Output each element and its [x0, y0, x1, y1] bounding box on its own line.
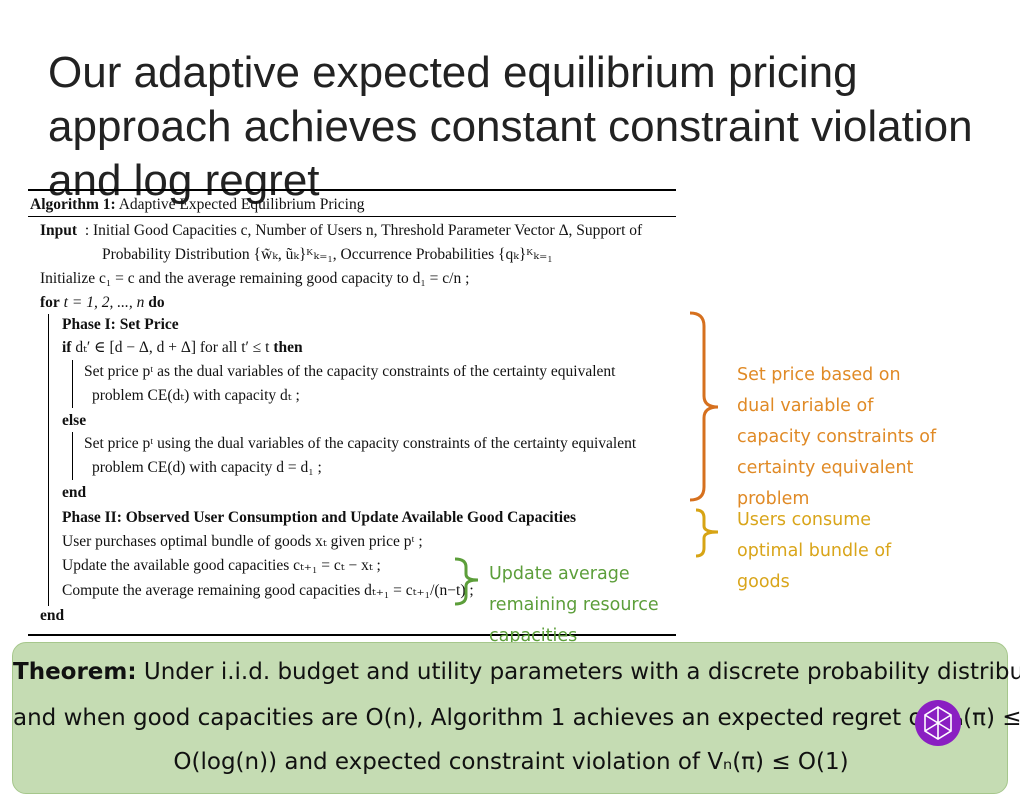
theorem-text: Under i.i.d. budget and utility paramete…	[143, 659, 1020, 685]
keyword: else	[62, 412, 87, 429]
algorithm-header: Algorithm 1: Adaptive Expected Equilibri…	[30, 195, 365, 215]
algo-line: problem CE(dₜ) with capacity dₜ ;	[92, 387, 300, 404]
annotation: Update average remaining resource capaci…	[489, 564, 659, 646]
theorem-label: Theorem:	[13, 659, 137, 685]
keyword: Input	[40, 222, 78, 239]
keyword: end	[62, 484, 87, 501]
logo	[915, 700, 961, 746]
keyword: for	[40, 294, 60, 311]
phase-heading: Phase II: Observed User Consumption and …	[62, 508, 576, 528]
theorem-box: Theorem: Under i.i.d. budget and utility…	[12, 642, 1020, 794]
algorithm-label: Algorithm 1:	[30, 196, 116, 213]
algo-line: for t = 1, 2, ..., n do	[40, 293, 165, 313]
phase-2: Phase II: Observed User Consumption and …	[62, 509, 576, 526]
bracket	[695, 508, 719, 558]
block-line	[48, 314, 49, 606]
for-range: t = 1, 2, ..., n	[63, 294, 145, 311]
logo-mark	[924, 706, 952, 740]
theorem-line: O(log(n)) and expected constraint violat…	[173, 749, 849, 775]
input-text: : Initial Good Capacities c, Number of U…	[84, 222, 643, 239]
bottom-rule	[28, 634, 676, 636]
keyword: end	[40, 607, 65, 624]
theorem-line: Theorem: Under i.i.d. budget and utility…	[13, 659, 1020, 685]
algo-line: Compute the average remaining good capac…	[62, 582, 474, 599]
keyword: then	[273, 339, 303, 356]
algo-line: end	[40, 606, 64, 626]
algo-line: end	[62, 483, 86, 503]
block-line	[72, 432, 73, 480]
algo-line: else	[62, 411, 86, 431]
algo-line: Update the available good capacities cₜ₊…	[62, 557, 381, 574]
bracket	[689, 311, 719, 502]
algorithm-name: Adaptive Expected Equilibrium Pricing	[118, 196, 365, 213]
algo-line: Initialize c₁ = c and the average remain…	[40, 270, 470, 287]
phase-1: Phase I: Set Price	[62, 316, 179, 333]
block-line	[72, 360, 73, 408]
input-line: Input : Initial Good Capacities c, Numbe…	[40, 221, 642, 241]
if-condition: dₜ′ ∈ [d − Δ, d + Δ] for all t′ ≤ t	[75, 339, 270, 356]
top-rule	[28, 189, 676, 191]
theorem-line: and when good capacities are O(n), Algor…	[13, 705, 1020, 731]
header-rule	[28, 216, 676, 217]
algo-line: if dₜ′ ∈ [d − Δ, d + Δ] for all t′ ≤ t t…	[62, 338, 303, 358]
algo-line: Set price pᵗ using the dual variables of…	[84, 435, 637, 452]
phase-heading: Phase I: Set Price	[62, 315, 179, 335]
keyword: if	[62, 339, 72, 356]
input-line: Probability Distribution {w̃ₖ, ũₖ}ᴷₖ₌₁, …	[102, 246, 553, 263]
keyword: do	[148, 294, 165, 311]
algo-line: Set price pᵗ as the dual variables of th…	[84, 363, 616, 380]
algo-line: problem CE(d) with capacity d = d₁ ;	[92, 459, 322, 476]
annotation: Set price based on dual variable of capa…	[737, 365, 937, 509]
slide-title: Our adaptive expected equilibrium pricin…	[48, 48, 973, 205]
algo-line: User purchases optimal bundle of goods x…	[62, 533, 423, 550]
annotation: Users consume optimal bundle of goods	[737, 510, 892, 592]
